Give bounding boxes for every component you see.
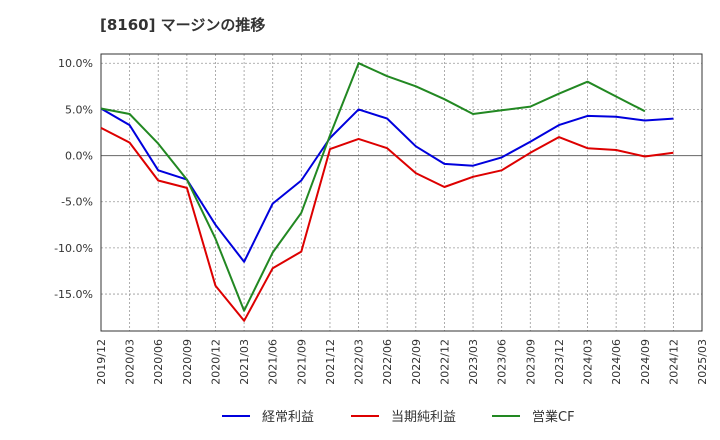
grid-lines xyxy=(101,54,702,331)
y-tick-label: 5.0% xyxy=(65,103,93,116)
x-tick-label: 2020/06 xyxy=(152,339,165,385)
series-line-3 xyxy=(100,62,646,312)
x-tick-label: 2022/06 xyxy=(381,339,394,385)
x-tick-label: 2024/12 xyxy=(667,339,680,385)
x-tick-label: 2021/06 xyxy=(267,339,280,385)
legend-label: 営業CF xyxy=(532,409,575,425)
x-tick-label: 2023/09 xyxy=(524,339,537,385)
y-axis-ticks: 10.0% 5.0% 0.0% -5.0% -10.0% -15.0% xyxy=(54,57,93,301)
series-line-2 xyxy=(100,127,674,322)
series-line-1 xyxy=(100,107,674,263)
x-tick-label: 2024/03 xyxy=(582,339,595,385)
x-tick-label: 2024/09 xyxy=(639,339,652,385)
x-tick-label: 2021/09 xyxy=(295,339,308,385)
x-tick-label: 2022/03 xyxy=(353,339,366,385)
series-lines xyxy=(100,62,674,322)
y-tick-label: 0.0% xyxy=(65,150,93,163)
x-tick-label: 2021/12 xyxy=(324,339,337,385)
legend: 経常利益 当期純利益 営業CF xyxy=(222,409,575,425)
x-tick-label: 2023/06 xyxy=(496,339,509,385)
y-tick-label: -10.0% xyxy=(54,242,93,255)
legend-label: 当期純利益 xyxy=(391,410,456,425)
x-tick-label: 2019/12 xyxy=(95,339,108,385)
x-tick-label: 2021/03 xyxy=(238,339,251,385)
x-tick-label: 2020/12 xyxy=(209,339,222,385)
y-tick-label: -15.0% xyxy=(54,288,93,301)
y-tick-label: 10.0% xyxy=(58,57,93,70)
x-axis-ticks: 2019/12 2020/03 2020/06 2020/09 2020/12 2021/… xyxy=(95,339,709,385)
x-tick-label: 2022/09 xyxy=(410,339,423,385)
x-tick-label: 2022/12 xyxy=(438,339,451,385)
x-tick-label: 2023/12 xyxy=(553,339,566,385)
x-tick-label: 2024/06 xyxy=(610,339,623,385)
x-tick-label: 2025/03 xyxy=(696,339,709,385)
chart-title: [8160] マージンの推移 xyxy=(100,16,265,34)
x-tick-label: 2020/03 xyxy=(124,339,137,385)
legend-label: 経常利益 xyxy=(262,410,314,425)
x-tick-label: 2020/09 xyxy=(181,339,194,385)
y-tick-label: -5.0% xyxy=(61,196,93,209)
plot-frame xyxy=(100,53,703,332)
x-tick-label: 2023/03 xyxy=(467,339,480,385)
